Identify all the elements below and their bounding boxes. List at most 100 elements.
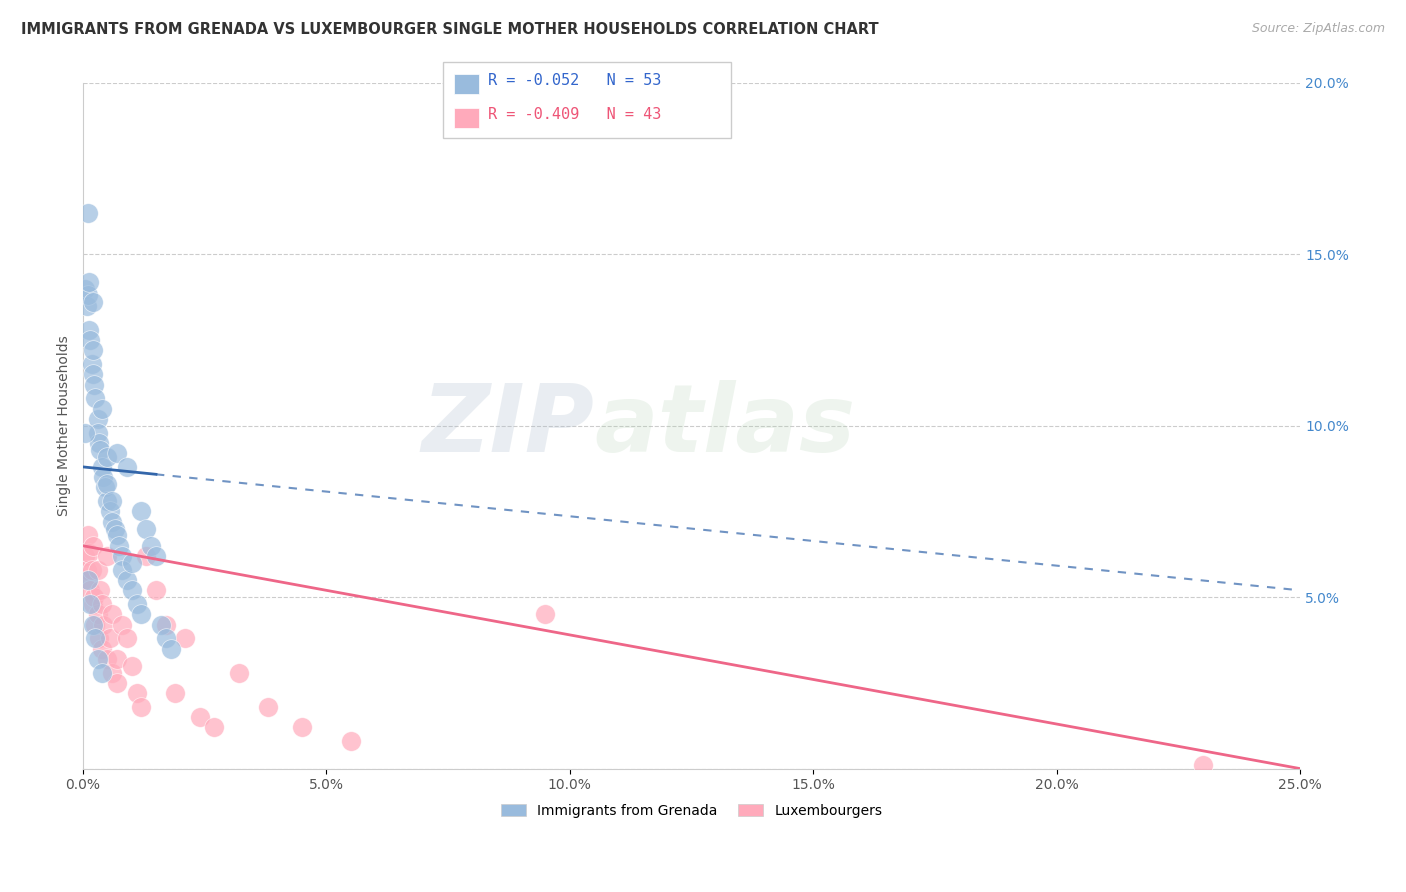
Point — [135, 549, 157, 563]
Point — [79, 583, 101, 598]
Point — [228, 665, 250, 680]
Point — [125, 597, 148, 611]
Point — [291, 721, 314, 735]
Point — [131, 699, 153, 714]
Point — [104, 522, 127, 536]
Point — [91, 401, 114, 416]
Point — [121, 658, 143, 673]
Legend: Immigrants from Grenada, Luxembourgers: Immigrants from Grenada, Luxembourgers — [495, 798, 887, 823]
Point — [534, 607, 557, 622]
Point — [115, 632, 138, 646]
Point — [101, 515, 124, 529]
Point — [86, 425, 108, 440]
Point — [76, 563, 98, 577]
Point — [77, 275, 100, 289]
Point — [94, 481, 117, 495]
Point — [131, 504, 153, 518]
Point — [79, 323, 101, 337]
Point — [80, 357, 103, 371]
Y-axis label: Single Mother Households: Single Mother Households — [58, 335, 72, 516]
Point — [86, 563, 108, 577]
Point — [76, 206, 98, 220]
Point — [105, 446, 128, 460]
Point — [139, 539, 162, 553]
Point — [149, 617, 172, 632]
Point — [145, 583, 167, 598]
Point — [82, 539, 104, 553]
Point — [121, 556, 143, 570]
Point — [111, 549, 134, 563]
Point — [89, 583, 111, 598]
Point — [125, 686, 148, 700]
Point — [93, 617, 115, 632]
Point — [83, 590, 105, 604]
Point — [135, 522, 157, 536]
Point — [155, 617, 177, 632]
Point — [115, 459, 138, 474]
Point — [84, 632, 107, 646]
Point — [165, 686, 187, 700]
Text: R = -0.052   N = 53: R = -0.052 N = 53 — [488, 73, 661, 88]
Point — [91, 665, 114, 680]
Point — [84, 392, 107, 406]
Point — [101, 494, 124, 508]
Point — [86, 607, 108, 622]
Point — [159, 641, 181, 656]
Point — [93, 470, 115, 484]
Point — [96, 494, 118, 508]
Point — [1191, 758, 1213, 772]
Text: R = -0.409   N = 43: R = -0.409 N = 43 — [488, 107, 661, 122]
Point — [76, 573, 98, 587]
Point — [96, 477, 118, 491]
Point — [111, 563, 134, 577]
Point — [75, 425, 97, 440]
Point — [86, 652, 108, 666]
Point — [82, 597, 104, 611]
Point — [155, 632, 177, 646]
Point — [76, 528, 98, 542]
Point — [101, 607, 124, 622]
Point — [82, 343, 104, 358]
Point — [79, 597, 101, 611]
Point — [87, 436, 110, 450]
Point — [98, 504, 121, 518]
Point — [76, 573, 98, 587]
Point — [105, 676, 128, 690]
Point — [257, 699, 280, 714]
Point — [111, 617, 134, 632]
Point — [91, 641, 114, 656]
Point — [96, 450, 118, 464]
Point — [79, 333, 101, 347]
Point — [115, 573, 138, 587]
Point — [91, 459, 114, 474]
Point — [91, 597, 114, 611]
Text: atlas: atlas — [595, 380, 855, 472]
Point — [121, 583, 143, 598]
Point — [77, 546, 100, 560]
Point — [75, 549, 97, 563]
Point — [131, 607, 153, 622]
Point — [84, 617, 107, 632]
Text: IMMIGRANTS FROM GRENADA VS LUXEMBOURGER SINGLE MOTHER HOUSEHOLDS CORRELATION CHA: IMMIGRANTS FROM GRENADA VS LUXEMBOURGER … — [21, 22, 879, 37]
Point — [339, 734, 361, 748]
Text: Source: ZipAtlas.com: Source: ZipAtlas.com — [1251, 22, 1385, 36]
Point — [83, 377, 105, 392]
Point — [82, 617, 104, 632]
Point — [87, 632, 110, 646]
Point — [89, 442, 111, 457]
Point — [75, 282, 97, 296]
Point — [108, 539, 131, 553]
Point — [76, 299, 98, 313]
Point — [96, 652, 118, 666]
Point — [145, 549, 167, 563]
Point — [174, 632, 197, 646]
Point — [188, 710, 211, 724]
Point — [98, 632, 121, 646]
Point — [101, 665, 124, 680]
Point — [105, 652, 128, 666]
Point — [80, 563, 103, 577]
Point — [96, 549, 118, 563]
Point — [82, 295, 104, 310]
Point — [76, 288, 98, 302]
Point — [82, 368, 104, 382]
